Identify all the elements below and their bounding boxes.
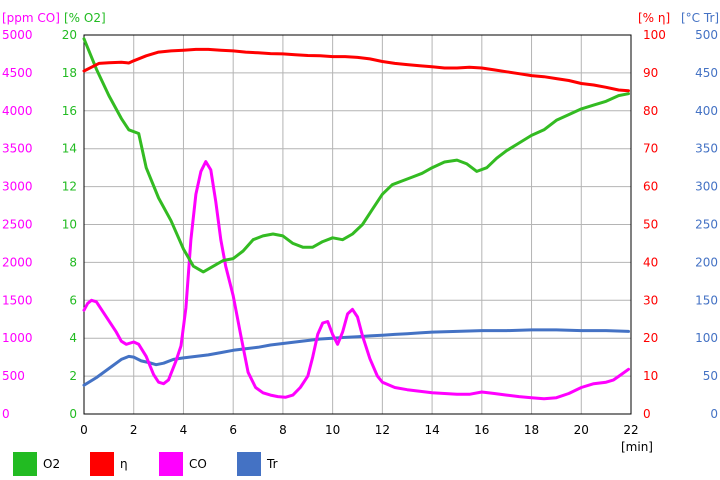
tr-tick-label: 500 [695, 28, 718, 42]
tr-tick-label: 0 [710, 407, 718, 421]
tr-tick-label: 250 [695, 218, 718, 232]
tr-tick-label: 300 [695, 180, 718, 194]
legend-label: CO [189, 457, 207, 471]
o2-tick-label: 16 [62, 104, 77, 118]
o2-axis-unit: [% O2] [64, 11, 106, 25]
o2-tick-label: 18 [62, 66, 77, 80]
x-tick-label: 0 [80, 423, 88, 437]
tr-tick-label: 100 [695, 331, 718, 345]
co-tick-label: 500 [2, 369, 25, 383]
x-axis: 0 2 4 6 8 10 12 14 16 18 20 22 [min] [80, 423, 653, 454]
eta-tick-label: 30 [643, 293, 658, 307]
legend-label: Tr [266, 457, 278, 471]
eta-tick-label: 60 [643, 180, 658, 194]
x-tick-label: 6 [229, 423, 237, 437]
eta-axis-unit: [% η] [638, 11, 670, 25]
legend-swatch [13, 452, 37, 476]
co-tick-label: 3000 [2, 180, 33, 194]
tr-tick-label: 450 [695, 66, 718, 80]
tr-tick-label: 200 [695, 255, 718, 269]
o2-tick-label: 12 [62, 180, 77, 194]
plot-area [83, 34, 632, 415]
x-tick-label: 22 [623, 423, 638, 437]
x-tick-label: 18 [524, 423, 539, 437]
eta-tick-label: 50 [643, 218, 658, 232]
eta-tick-label: 20 [643, 331, 658, 345]
legend: O2 η CO Tr [13, 452, 278, 476]
co-tick-label: 2000 [2, 255, 33, 269]
co-axis-unit: [ppm CO] [2, 11, 60, 25]
co-tick-label: 0 [2, 407, 10, 421]
eta-tick-label: 90 [643, 66, 658, 80]
x-tick-label: 20 [574, 423, 589, 437]
tr-tick-label: 150 [695, 293, 718, 307]
o2-tick-label: 2 [69, 369, 77, 383]
grid [83, 34, 632, 415]
x-tick-label: 2 [130, 423, 138, 437]
co-tick-label: 1000 [2, 331, 33, 345]
series-line-tr [82, 328, 630, 387]
co-tick-label: 2500 [2, 218, 33, 232]
o2-tick-label: 6 [69, 293, 77, 307]
eta-tick-label: 70 [643, 142, 658, 156]
legend-swatch [237, 452, 261, 476]
right-axes: 0 10 20 30 40 50 60 70 80 90 100 [% η] 0 50 100 150 200 2… [638, 11, 719, 421]
x-tick-label: 4 [180, 423, 188, 437]
series-line-co [82, 160, 630, 401]
series-line-o2 [82, 37, 630, 274]
legend-label: η [120, 457, 128, 471]
x-tick-label: 10 [325, 423, 340, 437]
co-tick-label: 4500 [2, 66, 33, 80]
o2-tick-label: 4 [69, 331, 77, 345]
x-tick-label: 12 [375, 423, 390, 437]
tr-tick-label: 400 [695, 104, 718, 118]
x-axis-label: [min] [621, 440, 653, 454]
o2-tick-label: 0 [69, 407, 77, 421]
eta-tick-label: 10 [643, 369, 658, 383]
tr-tick-label: 50 [703, 369, 718, 383]
co-tick-label: 1500 [2, 293, 33, 307]
x-tick-label: 14 [424, 423, 439, 437]
co-tick-label: 3500 [2, 142, 33, 156]
x-tick-label: 16 [474, 423, 489, 437]
o2-tick-label: 8 [69, 255, 77, 269]
o2-tick-label: 10 [62, 218, 77, 232]
co-tick-label: 4000 [2, 104, 33, 118]
eta-tick-label: 80 [643, 104, 658, 118]
series-layer [82, 37, 630, 401]
eta-tick-label: 0 [643, 407, 651, 421]
legend-swatch [90, 452, 114, 476]
o2-tick-label: 20 [62, 28, 77, 42]
co-tick-label: 5000 [2, 28, 33, 42]
legend-label: O2 [43, 457, 60, 471]
series-line-eta [82, 47, 630, 93]
o2-tick-label: 14 [62, 142, 77, 156]
eta-tick-label: 100 [643, 28, 666, 42]
x-tick-label: 8 [279, 423, 287, 437]
left-axes: 0 500 1000 1500 2000 2500 3000 3500 4000 4500 5000… [2, 11, 106, 421]
tr-tick-label: 350 [695, 142, 718, 156]
tr-axis-unit: [°C Tr] [681, 11, 719, 25]
legend-swatch [159, 452, 183, 476]
eta-tick-label: 40 [643, 255, 658, 269]
